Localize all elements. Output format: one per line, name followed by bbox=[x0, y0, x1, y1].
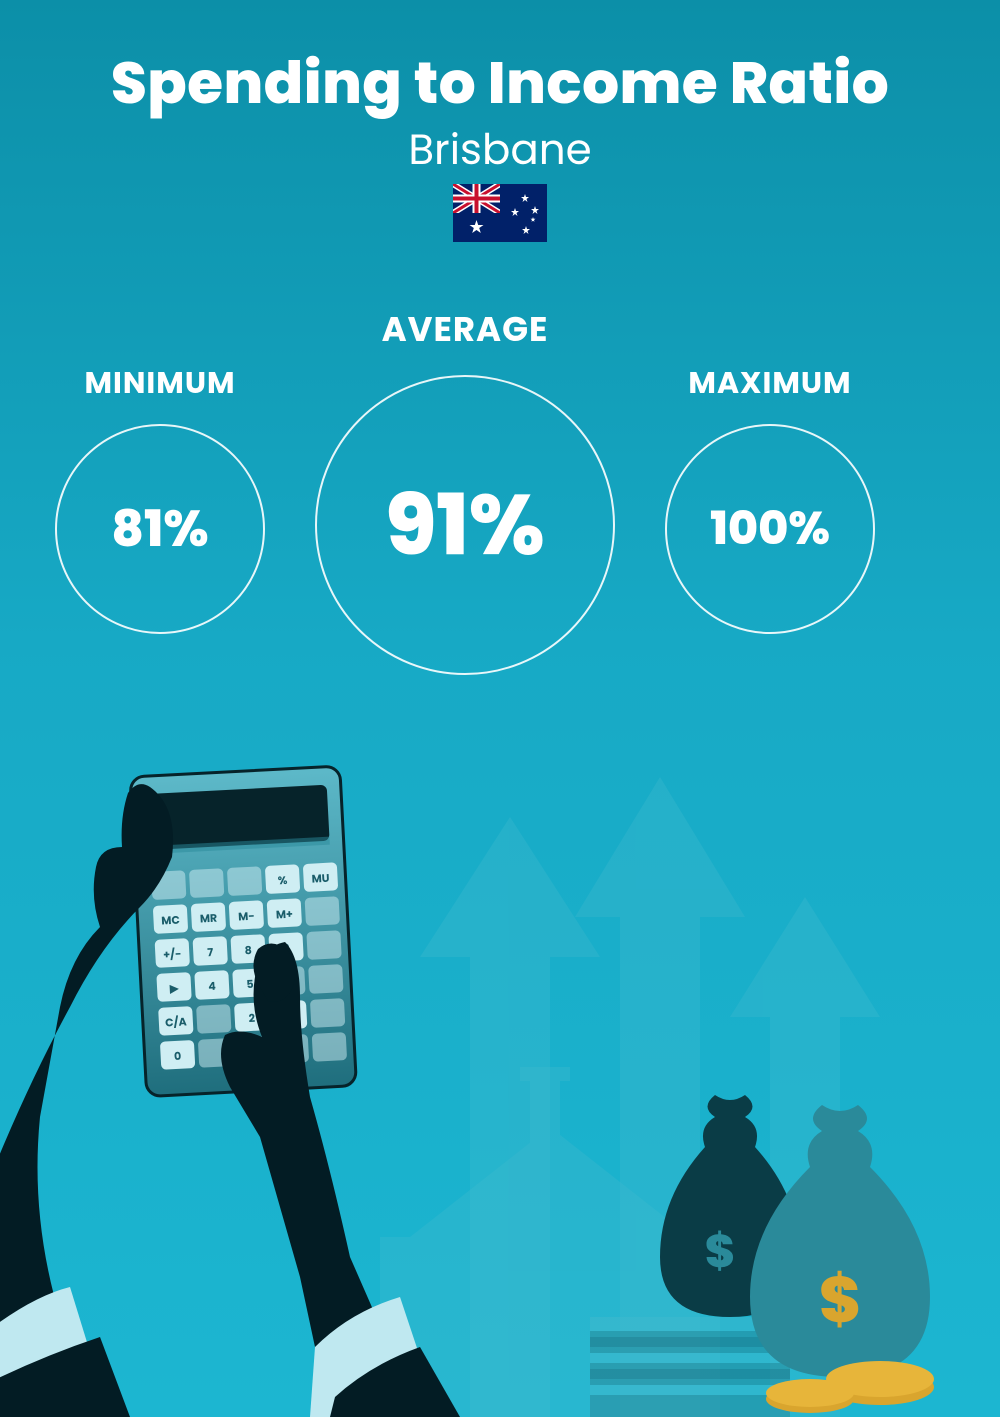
svg-text:+/-: +/- bbox=[163, 946, 182, 963]
svg-text:8: 8 bbox=[244, 942, 252, 958]
stat-maximum: MAXIMUM 100% bbox=[660, 360, 880, 634]
stat-minimum-label: MINIMUM bbox=[50, 360, 270, 406]
svg-text:4: 4 bbox=[208, 978, 217, 994]
svg-text:0: 0 bbox=[174, 1048, 182, 1064]
stat-average: AVERAGE 91% bbox=[315, 304, 615, 675]
svg-text:▶: ▶ bbox=[168, 980, 179, 997]
svg-text:2: 2 bbox=[248, 1010, 255, 1026]
svg-text:$: $ bbox=[705, 1220, 735, 1284]
svg-text:MR: MR bbox=[199, 910, 217, 927]
svg-text:5: 5 bbox=[246, 976, 254, 992]
svg-text:$: $ bbox=[819, 1256, 861, 1345]
svg-text:MU: MU bbox=[311, 870, 330, 887]
svg-text:%: % bbox=[277, 872, 288, 889]
svg-text:C/A: C/A bbox=[165, 1013, 187, 1030]
stat-maximum-value: 100% bbox=[710, 495, 830, 564]
svg-text:MC: MC bbox=[161, 912, 180, 929]
svg-text:9: 9 bbox=[282, 940, 290, 956]
stat-minimum-circle: 81% bbox=[55, 424, 265, 634]
stat-minimum: MINIMUM 81% bbox=[50, 360, 270, 634]
stat-average-circle: 91% bbox=[315, 375, 615, 675]
svg-text:3: 3 bbox=[286, 1008, 294, 1024]
stat-average-label: AVERAGE bbox=[315, 304, 615, 355]
australia-flag-icon bbox=[453, 184, 547, 242]
stat-maximum-label: MAXIMUM bbox=[660, 360, 880, 406]
page-subtitle: Brisbane bbox=[0, 118, 1000, 181]
stat-maximum-circle: 100% bbox=[665, 424, 875, 634]
page-title: Spending to Income Ratio bbox=[0, 40, 1000, 127]
stat-average-value: 91% bbox=[385, 463, 544, 588]
stat-minimum-value: 81% bbox=[111, 491, 208, 567]
svg-text:M-: M- bbox=[238, 908, 255, 925]
infographic-canvas: Spending to Income Ratio Brisbane bbox=[0, 0, 1000, 1417]
finance-illustration: $ $ % MU MC MR M- M+ +/- 7 8 9 ▶ 4 5 C/A 2 3 0 bbox=[0, 697, 1000, 1417]
svg-text:M+: M+ bbox=[275, 906, 293, 923]
svg-text:7: 7 bbox=[207, 944, 214, 960]
stats-row: MINIMUM 81% AVERAGE 91% MAXIMUM 100% bbox=[0, 300, 1000, 700]
